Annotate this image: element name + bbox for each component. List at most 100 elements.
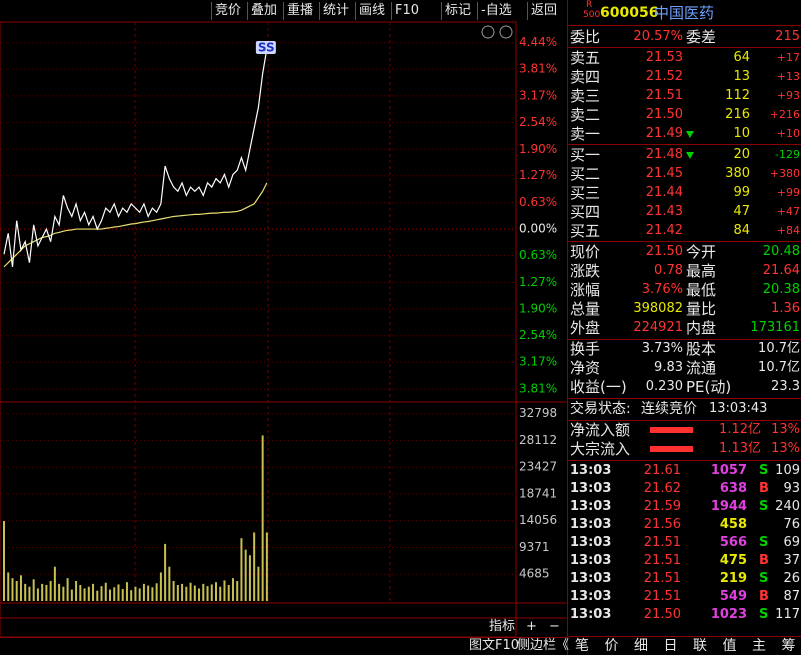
y-tick-label: 23427 xyxy=(519,460,557,474)
chart-button[interactable]: 指标 xyxy=(489,619,516,634)
toolbar-button[interactable]: F10 xyxy=(395,3,420,18)
separator xyxy=(0,637,567,638)
tick-time: 13:03 xyxy=(570,517,612,532)
tab[interactable]: 日 xyxy=(663,638,678,654)
tab[interactable]: 主 xyxy=(752,638,766,654)
value: 9.83 xyxy=(654,360,683,375)
volume-bar xyxy=(248,555,251,601)
value: 连续竞价 xyxy=(641,401,697,417)
volume-bar xyxy=(87,586,90,601)
toolbar-button[interactable]: 标记 xyxy=(445,3,472,18)
tick-time: 13:03 xyxy=(570,607,612,622)
tick-volume: 638 xyxy=(719,481,747,496)
tab[interactable]: 价 xyxy=(604,638,619,654)
footer-button[interactable]: 图文F10 xyxy=(469,638,520,653)
book-price: 21.45 xyxy=(645,166,683,181)
label: 总量 xyxy=(570,300,601,318)
y-tick-label: 4685 xyxy=(519,567,550,581)
book-price: 21.48 xyxy=(645,147,683,162)
volume-bar xyxy=(253,532,256,601)
separator xyxy=(527,2,528,20)
icon-button[interactable] xyxy=(481,25,495,39)
tab[interactable]: 筹 xyxy=(781,638,796,654)
y-tick-label: 1.27% xyxy=(519,168,557,182)
volume-bar xyxy=(198,588,201,601)
tick-price: 21.59 xyxy=(643,499,681,514)
toolbar-button[interactable]: 叠加 xyxy=(251,3,278,18)
chart-button[interactable]: − xyxy=(549,619,560,634)
volume-bar xyxy=(125,582,128,601)
volume-bar xyxy=(53,566,56,601)
toolbar-button[interactable]: 统计 xyxy=(323,3,350,18)
y-tick-label: 1.27% xyxy=(519,275,557,289)
value: 20.48 xyxy=(762,244,800,259)
icon-button[interactable] xyxy=(499,25,513,39)
label: 现价 xyxy=(570,243,601,261)
y-tick-label: 2.54% xyxy=(519,115,557,129)
book-volume: 13 xyxy=(733,69,750,84)
tick-side: S xyxy=(759,499,769,514)
book-volume: 20 xyxy=(733,147,750,162)
y-tick-label: 4.44% xyxy=(519,35,557,49)
value: 3.73% xyxy=(641,341,683,356)
book-change: +13 xyxy=(776,70,800,83)
toolbar-button[interactable]: 画线 xyxy=(359,3,386,18)
badge: R xyxy=(586,0,593,10)
tick-time: 13:03 xyxy=(570,535,612,550)
y-tick-label: 14056 xyxy=(519,513,557,527)
volume-bar xyxy=(240,538,243,601)
book-change: -129 xyxy=(775,148,800,161)
label: 换手 xyxy=(570,340,601,358)
tab[interactable]: 细 xyxy=(634,638,648,654)
tick-time: 13:03 xyxy=(570,463,612,478)
volume-bar xyxy=(62,586,65,601)
tab[interactable]: 笔 xyxy=(575,638,589,654)
tick-count: 109 xyxy=(775,463,800,478)
tick-count: 117 xyxy=(775,607,800,622)
toolbar-button[interactable]: 重播 xyxy=(287,3,314,18)
tab[interactable]: 值 xyxy=(722,638,737,654)
price-line xyxy=(3,48,268,267)
volume-bar xyxy=(206,586,209,601)
separator xyxy=(355,2,356,20)
book-price: 21.53 xyxy=(645,50,683,65)
tick-side: S xyxy=(759,607,769,622)
volume-bar xyxy=(19,575,22,601)
stock-code: 600056 xyxy=(600,5,659,21)
volume-bar xyxy=(219,586,222,601)
tick-volume: 566 xyxy=(719,535,747,550)
volume-bar xyxy=(231,578,234,601)
book-price: 21.42 xyxy=(645,223,683,238)
label: 交易状态: xyxy=(570,401,631,417)
tick-volume: 475 xyxy=(719,553,747,568)
book-label: 买一 xyxy=(570,146,601,164)
toolbar-button[interactable]: 返回 xyxy=(531,3,558,18)
chart-button[interactable]: + xyxy=(526,619,537,634)
tick-price: 21.56 xyxy=(643,517,681,532)
separator xyxy=(568,398,801,399)
value: 23.3 xyxy=(771,379,800,394)
separator xyxy=(568,25,801,26)
label: 净流入额 xyxy=(570,421,631,439)
toolbar-button[interactable]: 竞价 xyxy=(215,3,242,18)
badge: 500 xyxy=(583,10,601,20)
book-price: 21.43 xyxy=(645,204,683,219)
separator xyxy=(319,2,320,20)
separator xyxy=(568,339,801,340)
volume-bar xyxy=(3,521,5,601)
separator xyxy=(568,636,801,637)
flow-bar xyxy=(650,427,693,433)
tick-volume: 1023 xyxy=(710,607,747,622)
toolbar-button[interactable]: -自选 xyxy=(481,3,512,18)
footer-button[interactable]: 侧边栏《 xyxy=(517,638,570,653)
volume-bar xyxy=(121,589,124,601)
label: 外盘 xyxy=(570,319,601,337)
book-volume: 84 xyxy=(733,223,750,238)
separator xyxy=(211,2,212,20)
volume-bar xyxy=(15,581,18,601)
tab[interactable]: 联 xyxy=(693,638,707,654)
book-label: 买四 xyxy=(570,203,601,221)
tick-volume: 458 xyxy=(719,517,747,532)
marker-bg xyxy=(255,41,276,54)
book-label: 卖一 xyxy=(570,125,601,143)
